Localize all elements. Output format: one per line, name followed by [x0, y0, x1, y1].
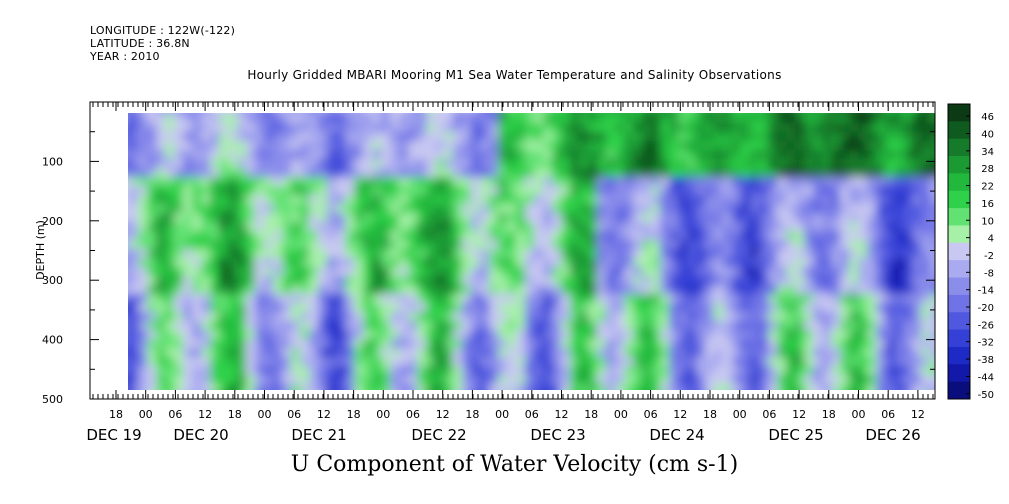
colorbar-swatch: [948, 346, 970, 365]
colorbar-level-label: -14: [978, 286, 994, 297]
colorbar-swatch: [948, 208, 970, 226]
longitude-label: LONGITUDE : 122W(-122): [90, 24, 236, 37]
colorbar-level-label: 10: [981, 216, 994, 227]
y-tick-label: 400: [42, 334, 63, 347]
colorbar-level-label: 28: [981, 164, 994, 175]
colorbar-swatch: [948, 364, 970, 383]
colorbar-level-label: -8: [984, 268, 994, 279]
x-hour-tick-label: 06: [881, 408, 895, 421]
x-hour-tick-label: 12: [792, 408, 806, 421]
colorbar: 46 40 34 28 22 16 10 4 -2 -8 -14 -20 -26 -32 -38 -44 -50: [947, 103, 994, 401]
colorbar-swatch: [948, 260, 970, 279]
colorbar-swatch: [948, 242, 970, 261]
colorbar-level-label: 34: [981, 147, 994, 158]
y-tick-label: 500: [42, 393, 63, 406]
colorbar-level-label: -26: [978, 320, 994, 331]
colorbar-swatch: [948, 104, 970, 122]
colorbar-level-label: -38: [978, 355, 994, 366]
x-hour-tick-label: 12: [911, 408, 925, 421]
x-day-label: DEC 25: [768, 426, 823, 440]
colorbar-level-label: 4: [988, 234, 994, 245]
x-hour-tick-label: 00: [852, 408, 866, 421]
x-hour-tick-label: 00: [139, 408, 153, 421]
x-hour-tick-label: 18: [703, 408, 717, 421]
x-hour-tick-label: 18: [228, 408, 242, 421]
colorbar-level-label: 40: [981, 130, 994, 141]
x-day-label: DEC 20: [173, 426, 228, 440]
x-day-label: DEC 21: [291, 426, 346, 440]
x-hour-tick-label: 18: [822, 408, 836, 421]
colorbar-level-label: -2: [984, 251, 994, 262]
x-day-label: DEC 24: [649, 426, 704, 440]
velocity-cells: [128, 113, 935, 390]
heatmap-chart: 18 00 06 12 18 00 06 12 18 00 06 12 18 00 06 12 18 00 06 12…: [34, 101, 994, 440]
y-tick-label: 300: [42, 274, 63, 287]
x-hour-tick-label: 00: [495, 408, 509, 421]
chart-title: Hourly Gridded MBARI Mooring M1 Sea Wate…: [247, 68, 782, 82]
x-hour-tick-label: 12: [317, 408, 331, 421]
x-day-label: DEC 19: [86, 426, 141, 440]
colorbar-swatch: [948, 225, 970, 244]
x-hour-tick-label: 12: [555, 408, 569, 421]
x-day-label: DEC 23: [530, 426, 585, 440]
colorbar-level-label: -44: [978, 372, 994, 383]
x-hour-tick-label: 00: [733, 408, 747, 421]
x-hour-tick-label: 00: [258, 408, 272, 421]
colorbar-swatch: [948, 312, 970, 331]
x-day-label: DEC 22: [411, 426, 466, 440]
x-hour-tick-label: 18: [584, 408, 598, 421]
colorbar-level-label: -32: [978, 338, 994, 349]
x-hour-tick-label: 06: [406, 408, 420, 421]
x-day-label: DEC 26: [865, 426, 920, 440]
colorbar-level-label: -20: [978, 303, 994, 314]
x-hour-tick-label: 12: [198, 408, 212, 421]
x-hour-tick-label: 12: [436, 408, 450, 421]
velocity-field: [128, 113, 935, 390]
latitude-label: LATITUDE : 36.8N: [90, 37, 190, 50]
colorbar-swatch: [948, 277, 970, 296]
colorbar-level-label: 22: [981, 182, 994, 193]
colorbar-level-label: 16: [981, 199, 994, 210]
x-hour-tick-label: 06: [644, 408, 658, 421]
colorbar-level-label: 46: [981, 112, 994, 123]
colorbar-swatch: [948, 156, 970, 174]
x-hour-tick-label: 06: [287, 408, 301, 421]
x-hour-tick-label: 06: [525, 408, 539, 421]
y-axis-label: DEPTH (m): [34, 220, 47, 280]
colorbar-swatch: [948, 121, 970, 140]
colorbar-swatch: [948, 381, 970, 400]
x-hour-tick-label: 00: [614, 408, 628, 421]
colorbar-swatch: [948, 190, 970, 209]
x-hour-tick-label: 06: [762, 408, 776, 421]
colorbar-level-label: -50: [978, 390, 994, 401]
x-hour-tick-label: 18: [465, 408, 479, 421]
colorbar-swatch: [948, 329, 970, 348]
x-hour-tick-label: 18: [109, 408, 123, 421]
colorbar-swatch: [948, 173, 970, 192]
x-hour-tick-label: 06: [168, 408, 182, 421]
colorbar-swatch: [948, 294, 970, 313]
x-hour-tick-label: 00: [376, 408, 390, 421]
x-axis-label: U Component of Water Velocity (cm s-1): [290, 452, 739, 477]
y-tick-label: 100: [42, 155, 63, 168]
y-tick-label: 200: [42, 215, 63, 228]
x-hour-tick-label: 18: [347, 408, 361, 421]
x-hour-tick-label: 12: [673, 408, 687, 421]
year-label: YEAR : 2010: [90, 50, 160, 63]
colorbar-swatch: [948, 138, 970, 157]
axis-ticks: 18 00 06 12 18 00 06 12 18 00 06 12 18 00 06 12 18 00 06 12…: [42, 102, 935, 440]
